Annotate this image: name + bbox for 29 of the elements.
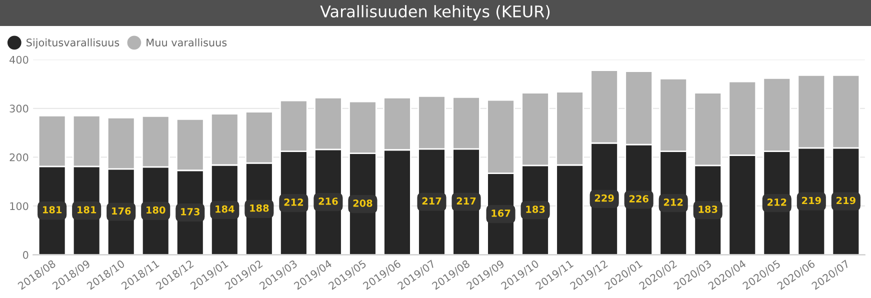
data-label: 181 [43,206,62,214]
data-label: 219 [836,196,856,204]
y-tick-label: 200 [10,153,28,162]
data-label: 181 [78,206,96,214]
data-label: 212 [664,198,683,206]
legend-label: Sijoitusvarallisuus [26,38,120,48]
data-label: 212 [284,198,303,206]
data-label: 219 [802,196,821,204]
data-label: 217 [456,197,476,205]
data-label: 229 [594,194,614,202]
legend-label: Muu varallisuus [146,38,227,46]
data-label: 176 [112,207,131,215]
y-tick-label: 300 [10,104,28,113]
data-label: 208 [353,200,372,207]
data-label: 167 [492,210,510,217]
y-tick-label: 400 [10,56,28,64]
data-label: 188 [250,204,269,212]
data-label: 173 [181,208,200,216]
data-label: 212 [768,198,786,206]
data-label: 180 [146,206,166,214]
chart-title: Varallisuuden kehitys (KEUR) [320,5,550,21]
data-label: 216 [318,198,338,205]
y-tick-label: 0 [22,251,28,259]
data-label: 217 [422,197,442,205]
data-label: 183 [526,206,545,213]
data-label: 184 [216,205,234,213]
data-label: 226 [629,195,648,202]
y-tick-label: 100 [10,202,28,210]
data-label: 183 [698,206,718,213]
